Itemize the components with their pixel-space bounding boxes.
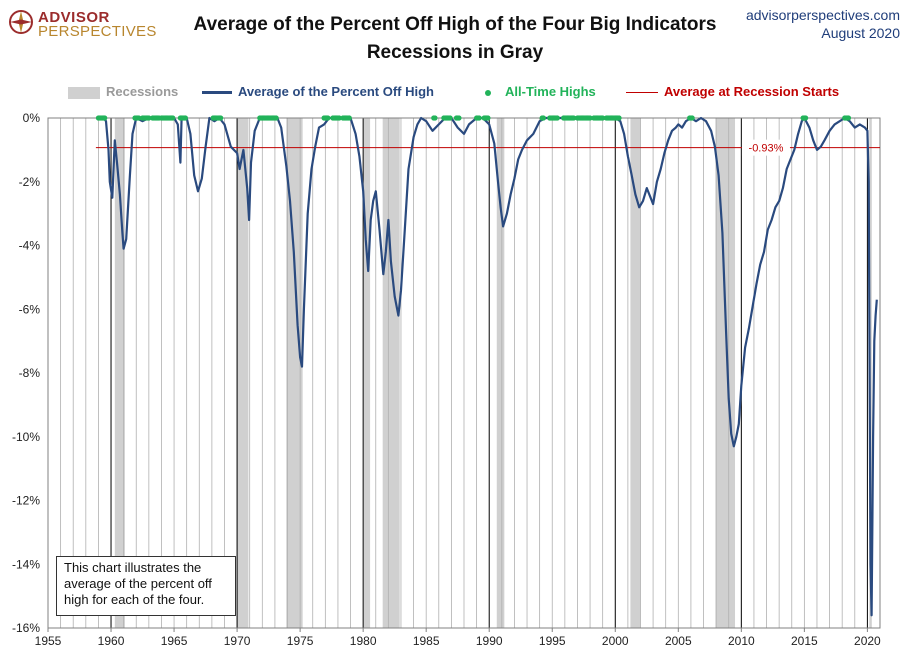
legend-ath: All-Time Highs [485,84,596,99]
x-tick-label: 2000 [602,634,629,648]
brand-name-line1: ADVISOR [38,9,110,26]
ath-point [540,115,547,121]
ath-point [845,115,852,121]
ath-point [170,115,176,121]
ath-point [554,115,560,121]
ath-point [432,115,438,121]
legend-recessions: Recessions [68,84,178,99]
x-tick-label: 1960 [98,634,125,648]
legend-series: Average of the Percent Off High [202,84,434,99]
x-tick-label: 1965 [161,634,188,648]
series-line [98,116,878,617]
x-tick-label: 1985 [413,634,440,648]
y-tick-label: -10% [12,430,40,444]
average-label: -0.93% [749,143,784,155]
ath-point [136,115,142,121]
recession-band [382,118,400,628]
recession-band [363,118,371,628]
x-tick-label: 2010 [728,634,755,648]
x-tick-label: 1980 [350,634,377,648]
ath-point [689,115,695,121]
ath-point [346,115,352,121]
y-tick-label: -6% [19,302,41,316]
ath-point [146,115,152,121]
recession-band [236,118,249,628]
average-label-bg [741,139,790,156]
chart-subtitle: Recessions in Gray [366,42,544,63]
recession-band [630,118,641,628]
chart-note: This chart illustrates the average of th… [56,556,236,616]
y-tick-label: -12% [12,494,40,508]
legend-recession-swatch [68,86,100,99]
source-block: advisorperspectives.com August 2020 [746,6,900,42]
ath-point [447,115,453,121]
y-tick-label: -2% [19,175,41,189]
legend-avg: Average at Recession Starts [626,84,839,99]
average-line-group: -0.93% [95,139,880,156]
ath-point [803,115,809,121]
chart-title: Average of the Percent Off High of the F… [193,14,717,35]
ath-point [336,115,342,121]
ath-point [218,115,224,121]
ath-point [587,115,593,121]
x-tick-label: 1955 [35,634,62,648]
ath-point [600,115,606,121]
x-tick-label: 2020 [854,634,881,648]
ath-point [571,115,577,121]
x-tick-label: 2015 [791,634,818,648]
legend-series-label: Average of the Percent Off High [238,84,434,99]
y-tick-label: -8% [19,366,41,380]
recession-bands [114,118,872,628]
y-tick-label: -4% [19,239,41,253]
legend-ath-label: All-Time Highs [505,84,596,99]
x-tick-label: 2005 [665,634,692,648]
x-axis: 1955 1960 1965 1970 1975 1980 1985 1990 1995 2000… [35,628,881,648]
gridlines [60,118,868,628]
legend-avg-swatch [626,92,658,94]
ath-point [456,115,462,121]
y-tick-label: 0% [23,111,41,125]
x-tick-label: 1975 [287,634,314,648]
brand-logo: ADVISOR PERSPECTIVES [8,8,156,40]
recession-band [496,118,505,628]
source-date: August 2020 [821,25,900,41]
ath-point [102,115,108,121]
legend-ath-swatch [485,89,491,96]
ath-point [616,115,622,121]
all-time-highs-group [95,115,852,121]
ath-point [485,115,491,121]
legend-avg-label: Average at Recession Starts [664,84,840,99]
plot-frame [47,117,881,629]
y-tick-label: -14% [12,557,40,571]
ath-point [325,115,331,121]
y-axis: 0% -2% -4% -6% -8% -10% -12% -14% -16% [12,111,40,635]
legend-series-swatch [202,91,232,95]
recession-band [715,118,736,628]
ath-point [476,115,482,121]
x-tick-label: 1995 [539,634,566,648]
recession-band [114,118,125,628]
legend-recessions-label: Recessions [106,84,179,99]
ath-point [273,115,279,121]
brand-name-line2: PERSPECTIVES [38,23,157,40]
x-tick-label: 1970 [224,634,251,648]
recession-band [286,118,303,628]
ath-point [182,115,189,121]
x-tick-label: 1990 [476,634,503,648]
compass-icon [9,10,33,34]
series-group [98,116,878,617]
y-tick-label: -16% [12,621,40,635]
source-site: advisorperspectives.com [745,7,900,23]
